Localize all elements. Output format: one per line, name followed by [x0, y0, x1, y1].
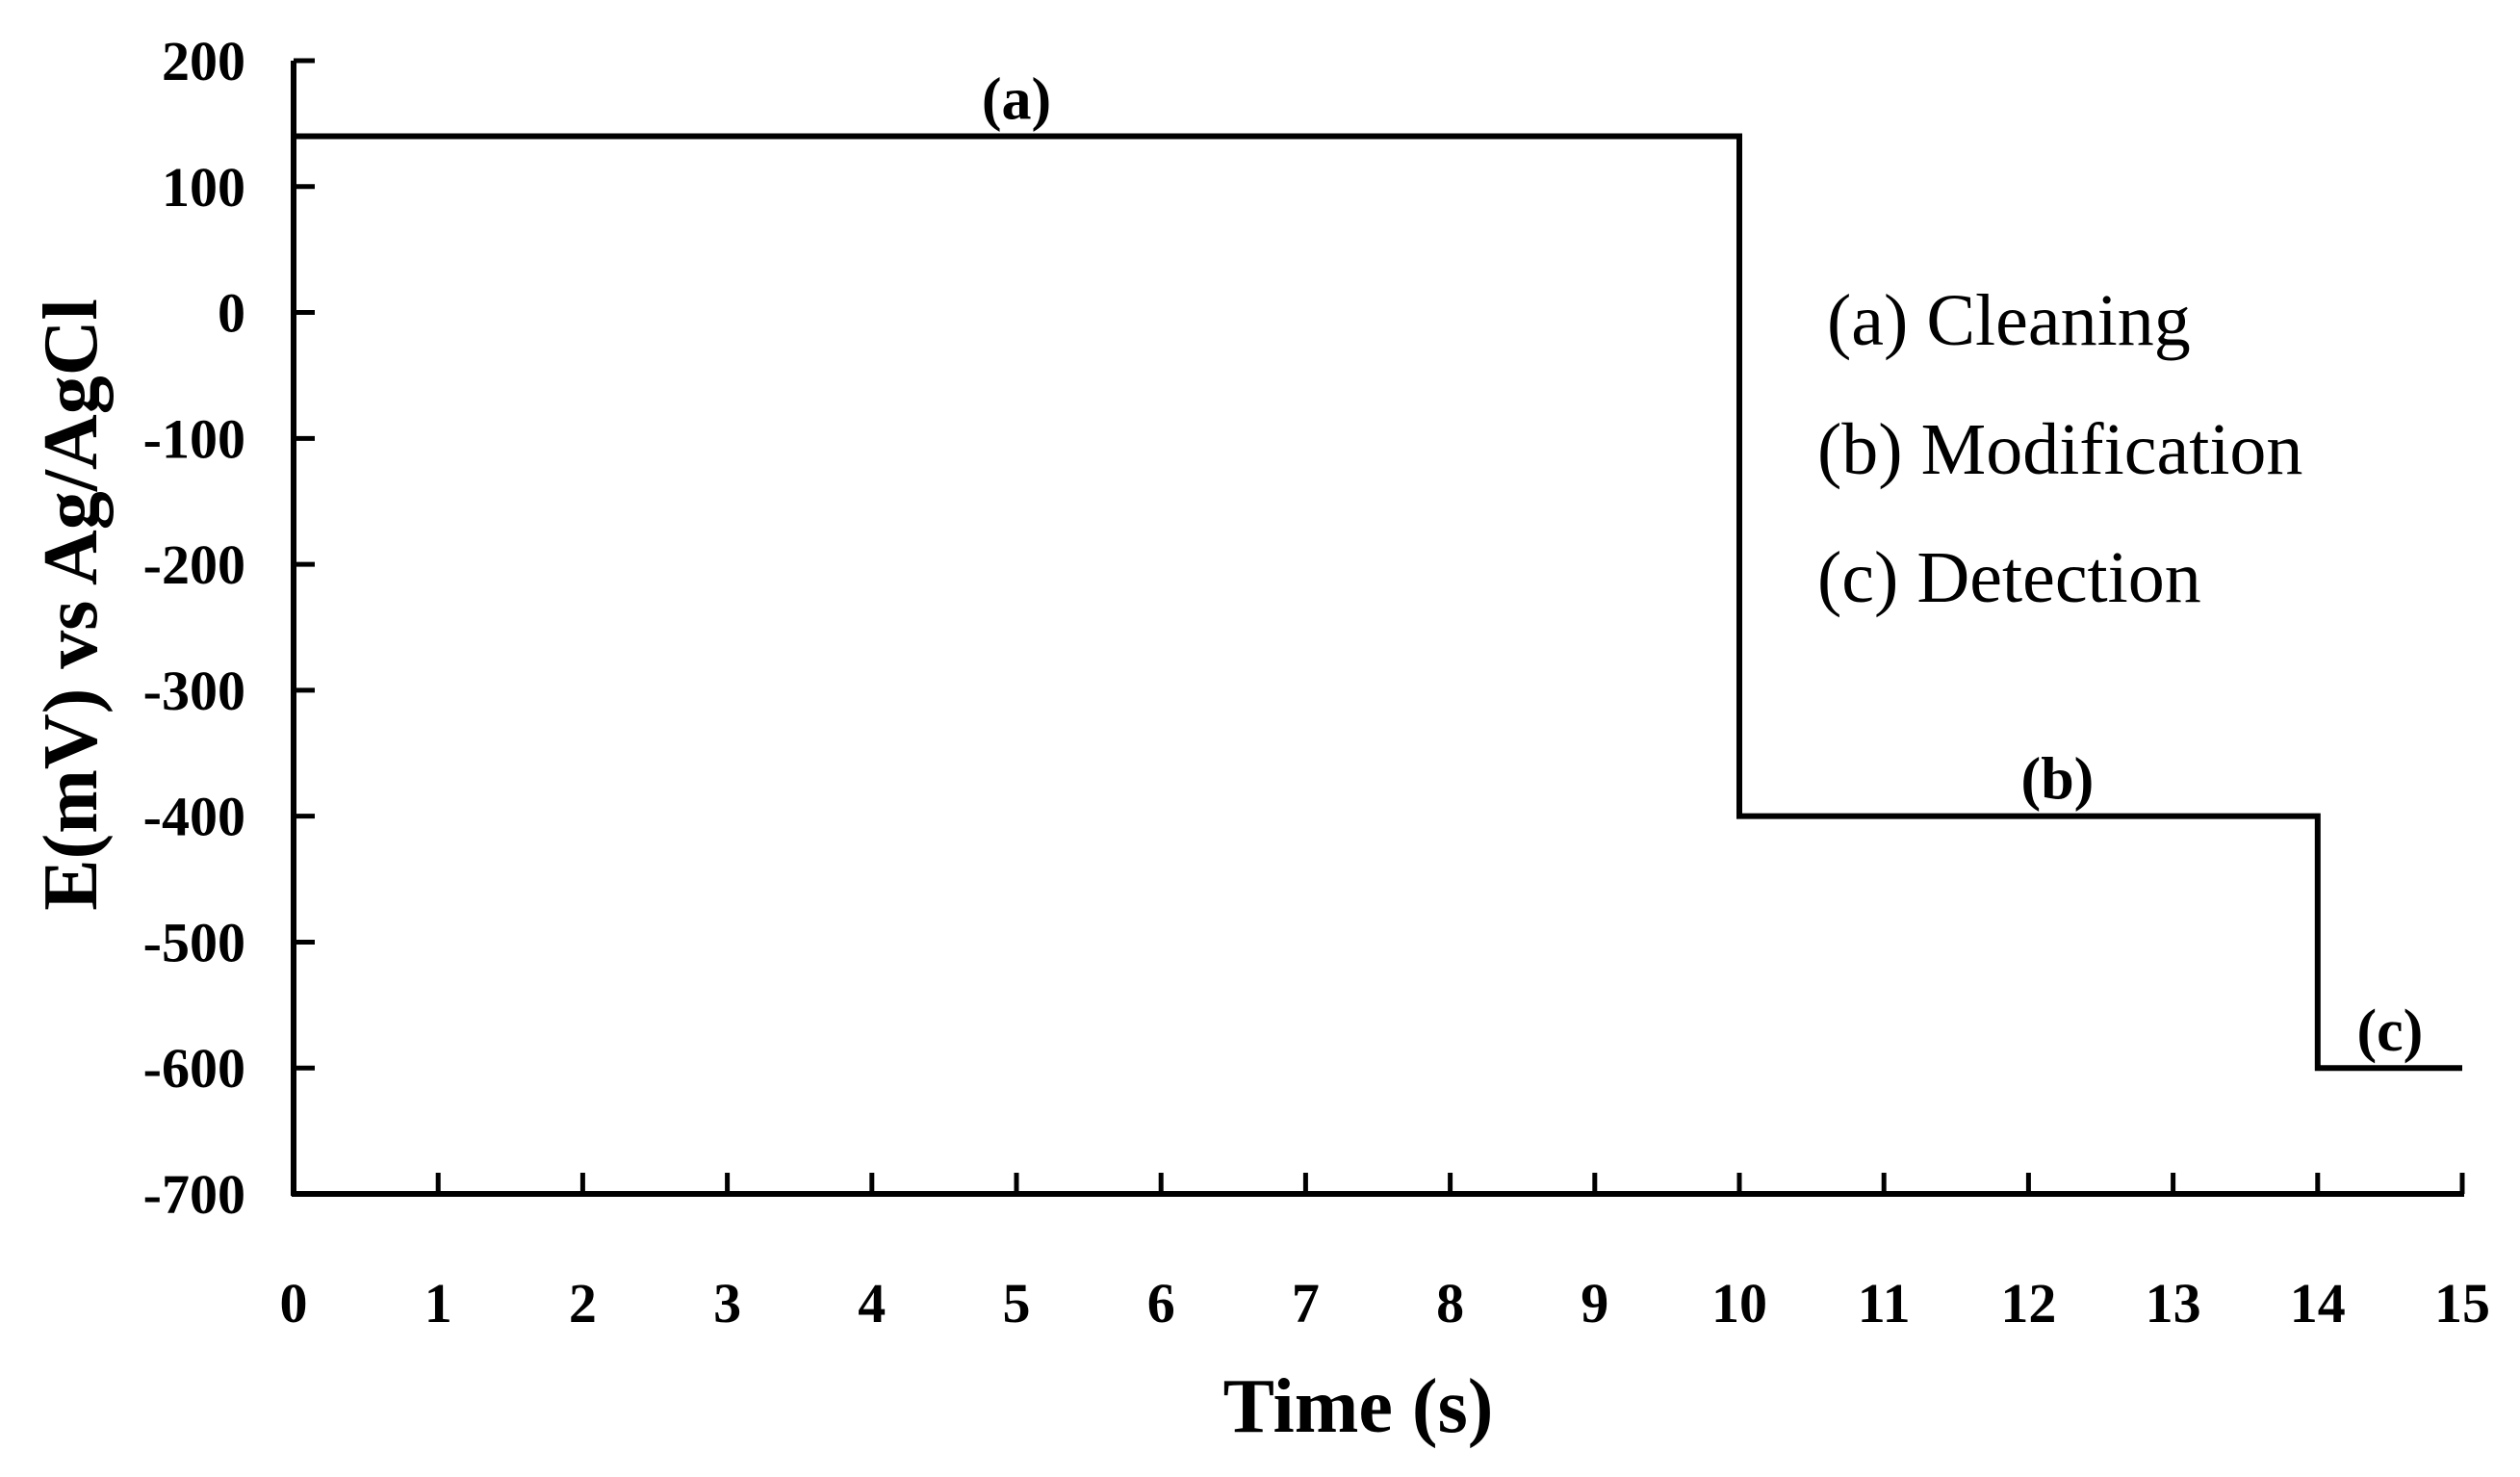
x-tick-label: 13 [2146, 1272, 2201, 1334]
y-tick-label: 0 [218, 282, 245, 345]
legend-entry: (a) Cleaning [1827, 280, 2191, 361]
legend: (a) Cleaning (b) Modification (c) Detectio… [1817, 280, 2302, 618]
legend-entry: (c) Detection [1817, 537, 2201, 618]
x-ticks: 0 1 2 3 4 5 6 7 8 9 10 11 12 13 14 15 [280, 1173, 2490, 1334]
y-tick-label: 100 [162, 156, 245, 219]
segment-label: (a) [982, 66, 1051, 132]
x-tick-label: 11 [1858, 1272, 1911, 1334]
x-tick-label: 15 [2434, 1272, 2490, 1334]
y-tick-label: -700 [143, 1163, 245, 1226]
x-tick-label: 3 [713, 1272, 741, 1334]
axes [291, 61, 2464, 1197]
segment-label: (c) [2356, 998, 2423, 1064]
x-tick-label: 0 [280, 1272, 308, 1334]
y-ticks: 200 100 0 -100 -200 -300 -400 -500 -600 -700 [143, 30, 315, 1226]
y-tick-label: -100 [143, 407, 245, 470]
y-tick-label: -400 [143, 786, 245, 848]
potential-series-line [294, 133, 2462, 1072]
x-tick-label: 9 [1581, 1272, 1608, 1334]
legend-entry: (b) Modification [1817, 409, 2302, 490]
x-tick-label: 7 [1292, 1272, 1320, 1334]
y-tick-label: -300 [143, 660, 245, 722]
series [294, 133, 2462, 1072]
x-tick-label: 2 [569, 1272, 597, 1334]
x-tick-label: 14 [2290, 1272, 2346, 1334]
y-tick-label: -500 [143, 911, 245, 973]
y-axis-title: E(mV) vs Ag/AgCl [29, 298, 114, 911]
x-tick-label: 12 [2000, 1272, 2056, 1334]
x-tick-label: 5 [1003, 1272, 1031, 1334]
y-tick-label: 200 [162, 30, 245, 92]
segment-labels: (a) (b) (c) [982, 66, 2423, 1064]
y-tick-label: -600 [143, 1037, 245, 1100]
x-tick-label: 6 [1147, 1272, 1175, 1334]
x-tick-label: 1 [424, 1272, 452, 1334]
x-tick-label: 10 [1711, 1272, 1767, 1334]
x-axis-title: Time (s) [1223, 1364, 1494, 1449]
segment-label: (b) [2021, 747, 2095, 813]
x-tick-label: 4 [858, 1272, 886, 1334]
x-tick-label: 8 [1436, 1272, 1464, 1334]
y-tick-label: -200 [143, 533, 245, 596]
